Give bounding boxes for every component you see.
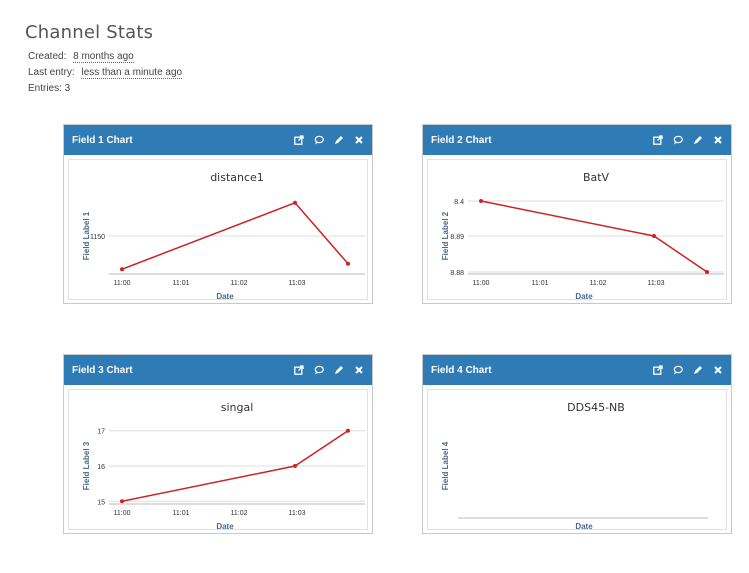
y-axis-label: Field Label 2 <box>441 211 450 260</box>
close-icon[interactable] <box>713 365 723 375</box>
x-axis-label: Date <box>216 292 234 301</box>
panel-tools <box>653 365 723 375</box>
entries-count: Entries: 3 <box>28 83 71 94</box>
y-tick-label: 17 <box>97 429 105 436</box>
panel-title: Field 2 Chart <box>431 134 492 146</box>
pencil-icon[interactable] <box>334 135 344 145</box>
panel-header: Field 1 Chart <box>64 125 372 155</box>
data-point <box>293 464 297 468</box>
x-tick-label: 11:03 <box>289 510 306 517</box>
x-tick-label: 11:00 <box>114 280 131 287</box>
data-point <box>479 199 483 203</box>
y-tick-label: 16 <box>97 464 105 471</box>
chart-title: singal <box>221 401 254 414</box>
comment-icon[interactable] <box>314 135 324 145</box>
external-link-icon[interactable] <box>653 365 663 375</box>
data-point <box>293 200 297 205</box>
created-value[interactable]: 8 months ago <box>73 51 134 63</box>
pencil-icon[interactable] <box>693 365 703 375</box>
last-entry-label: Last entry: <box>28 67 75 78</box>
external-link-icon[interactable] <box>294 135 304 145</box>
panel-tools <box>294 365 364 375</box>
data-point <box>346 428 350 433</box>
y-tick-label: 1150 <box>90 234 105 241</box>
data-point <box>120 267 124 272</box>
x-axis-label: Date <box>575 522 593 531</box>
comment-icon[interactable] <box>673 135 683 145</box>
panel-header: Field 4 Chart <box>423 355 731 385</box>
y-axis-label: Field Label 3 <box>82 441 91 490</box>
data-point <box>120 499 124 504</box>
x-axis-label: Date <box>216 522 234 531</box>
page-title: Channel Stats <box>25 22 154 43</box>
chart-title: DDS45-NB <box>567 401 625 414</box>
y-axis-label: Field Label 4 <box>441 441 450 490</box>
x-tick-label: 11:03 <box>289 280 306 287</box>
data-point <box>652 234 656 238</box>
close-icon[interactable] <box>354 135 364 145</box>
comment-icon[interactable] <box>673 365 683 375</box>
created-label: Created: <box>28 51 67 62</box>
panel-title: Field 3 Chart <box>72 364 133 376</box>
y-tick-label: 15 <box>97 499 105 506</box>
pencil-icon[interactable] <box>693 135 703 145</box>
chart-title: distance1 <box>210 171 264 184</box>
x-tick-label: 11:02 <box>231 280 248 287</box>
panel-title: Field 4 Chart <box>431 364 492 376</box>
comment-icon[interactable] <box>314 365 324 375</box>
x-tick-label: 11:01 <box>532 280 549 287</box>
x-tick-label: 11:01 <box>173 510 190 517</box>
x-tick-label: 11:00 <box>473 280 490 287</box>
data-point <box>346 261 350 266</box>
panel-header: Field 3 Chart <box>64 355 372 385</box>
panel-tools <box>294 135 364 145</box>
y-tick-label: 8.4 <box>454 199 464 206</box>
y-tick-label: 8.89 <box>450 234 464 241</box>
panel-title: Field 1 Chart <box>72 134 133 146</box>
last-entry-value[interactable]: less than a minute ago <box>81 67 183 79</box>
pencil-icon[interactable] <box>334 365 344 375</box>
y-tick-label: 8.88 <box>450 270 464 277</box>
data-point <box>705 270 709 274</box>
x-tick-label: 11:02 <box>590 280 607 287</box>
created-row: Created: 8 months ago <box>28 51 134 63</box>
x-axis-label: Date <box>575 292 593 301</box>
panel-tools <box>653 135 723 145</box>
x-tick-label: 11:01 <box>173 280 190 287</box>
last-entry-row: Last entry: less than a minute ago <box>28 67 183 79</box>
close-icon[interactable] <box>354 365 364 375</box>
y-axis-label: Field Label 1 <box>82 211 91 260</box>
x-tick-label: 11:02 <box>231 510 248 517</box>
panel-header: Field 2 Chart <box>423 125 731 155</box>
x-tick-label: 11:00 <box>114 510 131 517</box>
chart-title: BatV <box>583 171 610 184</box>
external-link-icon[interactable] <box>294 365 304 375</box>
external-link-icon[interactable] <box>653 135 663 145</box>
close-icon[interactable] <box>713 135 723 145</box>
x-tick-label: 11:03 <box>648 280 665 287</box>
